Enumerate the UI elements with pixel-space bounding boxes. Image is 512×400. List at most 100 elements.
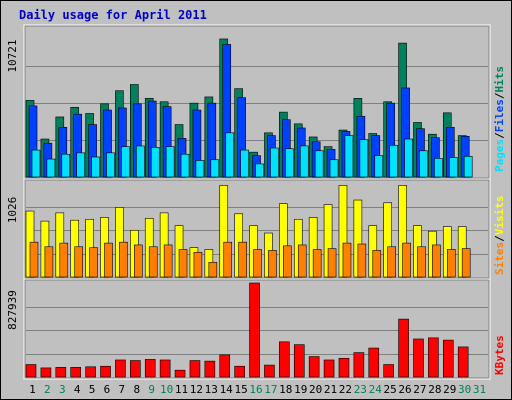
bar-pages-11 [180, 153, 190, 178]
bar-pages-18 [285, 148, 294, 178]
x-tick-26: 26 [398, 383, 411, 396]
bar-sites-7 [119, 241, 128, 278]
bar-sites-17 [268, 250, 277, 278]
x-tick-23: 23 [354, 383, 367, 396]
bar-pages-14 [225, 132, 235, 178]
bar-kbytes-6 [100, 365, 111, 378]
legend-separator: / [493, 132, 506, 139]
bar-kbytes-11 [174, 369, 186, 378]
bar-kbytes-24 [368, 347, 380, 378]
bar-pages-12 [195, 160, 205, 178]
bar-sites-22 [342, 242, 352, 278]
panel-3: 827939 KBytes [6, 278, 506, 380]
bar-kbytes-10 [159, 359, 171, 378]
x-tick-19: 19 [294, 383, 307, 396]
bar-pages-2 [46, 158, 56, 178]
plot-frame [24, 179, 490, 279]
bar-pages-27 [419, 150, 428, 178]
bar-pages-6 [106, 152, 115, 178]
bar-sites-26 [402, 242, 411, 278]
bar-kbytes-9 [144, 359, 156, 378]
plot-frame [24, 279, 490, 379]
panel-legend: Sites/Visits [493, 196, 506, 276]
bar-kbytes-15 [234, 365, 245, 378]
legend-label: Pages/Files/Hits [493, 66, 506, 172]
bar-kbytes-17 [264, 364, 275, 378]
bar-kbytes-20 [308, 356, 320, 378]
bar-kbytes-4 [70, 367, 82, 378]
bar-kbytes-29 [442, 339, 454, 378]
x-tick-3: 3 [59, 383, 66, 396]
bar-sites-9 [148, 246, 158, 278]
bar-pages-1 [31, 149, 41, 178]
y-max-label: 827939 [6, 290, 19, 330]
bar-kbytes-27 [413, 338, 424, 378]
x-tick-14: 14 [220, 383, 234, 396]
bar-kbytes-26 [398, 318, 409, 378]
bar-pages-20 [314, 150, 324, 178]
x-tick-25: 25 [384, 383, 397, 396]
x-tick-4: 4 [74, 383, 81, 396]
x-tick-1: 1 [29, 383, 36, 396]
bar-kbytes-22 [338, 357, 350, 378]
bar-sites-24 [372, 250, 382, 278]
bar-pages-7 [121, 146, 130, 178]
bar-sites-12 [193, 251, 203, 278]
bar-sites-27 [417, 246, 426, 278]
bar-pages-13 [210, 159, 220, 178]
legend-separator: / [493, 235, 506, 242]
bar-sites-30 [461, 248, 471, 278]
bar-kbytes-13 [204, 360, 216, 378]
x-tick-10: 10 [160, 383, 173, 396]
x-tick-18: 18 [279, 383, 292, 396]
bar-sites-19 [297, 244, 307, 278]
bar-pages-26 [404, 138, 413, 178]
x-tick-16: 16 [249, 383, 262, 396]
bar-sites-25 [387, 246, 396, 278]
bar-kbytes-25 [383, 364, 394, 378]
bar-pages-24 [374, 155, 384, 178]
bar-kbytes-28 [428, 337, 439, 378]
bar-sites-10 [163, 244, 173, 278]
series-pages [31, 132, 473, 178]
x-tick-31: 31 [473, 383, 486, 396]
x-tick-24: 24 [369, 383, 383, 396]
legend-label: KBytes [493, 335, 506, 375]
bar-sites-8 [134, 244, 143, 278]
x-tick-30: 30 [458, 383, 471, 396]
panel-2: 1026 Sites/Visits [6, 178, 506, 280]
bar-kbytes-3 [55, 367, 67, 378]
bar-sites-13 [208, 262, 218, 278]
bar-sites-11 [178, 249, 188, 278]
bar-sites-28 [432, 244, 441, 278]
bar-pages-23 [359, 139, 369, 178]
bar-pages-9 [150, 147, 160, 178]
x-tick-20: 20 [309, 383, 322, 396]
series-kbytes [25, 282, 469, 378]
legend-label: Sites/Visits [493, 196, 506, 276]
bar-kbytes-8 [130, 360, 141, 378]
bar-pages-4 [76, 152, 86, 178]
legend-files: Files [493, 99, 506, 132]
bar-sites-16 [253, 249, 262, 278]
legend-hits: Hits [493, 66, 506, 93]
bar-pages-19 [299, 145, 309, 178]
y-max-label: 1026 [6, 197, 19, 224]
x-tick-13: 13 [205, 383, 218, 396]
x-tick-22: 22 [339, 383, 352, 396]
bar-sites-21 [327, 248, 337, 278]
bar-kbytes-23 [353, 352, 365, 378]
chart-title: Daily usage for April 2011 [19, 8, 207, 22]
bar-pages-22 [344, 135, 354, 178]
bar-kbytes-12 [189, 360, 201, 378]
bar-kbytes-14 [219, 354, 231, 378]
x-tick-17: 17 [264, 383, 277, 396]
bar-pages-28 [434, 158, 443, 178]
x-tick-15: 15 [234, 383, 247, 396]
series-sites [29, 241, 471, 278]
bar-sites-1 [29, 241, 39, 278]
bar-sites-15 [238, 241, 247, 278]
bar-pages-15 [240, 149, 249, 178]
